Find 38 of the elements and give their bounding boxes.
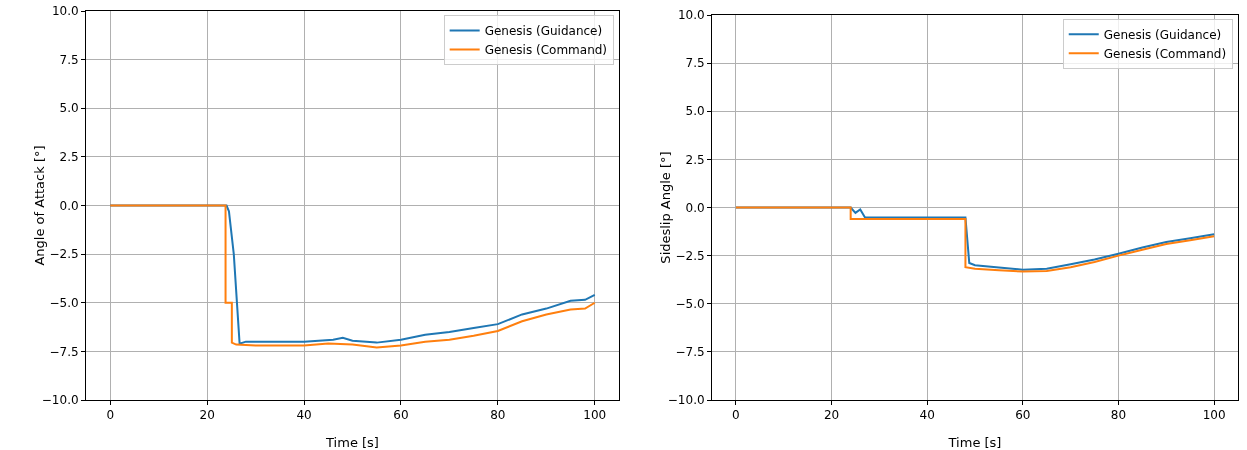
y-tick-label: 5.0 bbox=[59, 101, 79, 116]
y-tick-label: −5.0 bbox=[675, 296, 705, 311]
x-tick-label: 0 bbox=[106, 408, 115, 423]
legend-label: Genesis (Guidance) bbox=[484, 24, 603, 39]
y-axis-title: Sideslip Angle [°] bbox=[658, 151, 674, 264]
legend-label: Genesis (Command) bbox=[484, 43, 608, 58]
legend-label: Genesis (Command) bbox=[1103, 47, 1227, 62]
y-tick-label: 0.0 bbox=[59, 198, 79, 213]
x-tick-label: 20 bbox=[199, 408, 215, 423]
x-tick-label: 100 bbox=[1202, 408, 1226, 423]
x-tick-label: 60 bbox=[1015, 408, 1031, 423]
y-tick-label: −2.5 bbox=[49, 247, 79, 262]
y-tick-label: −7.5 bbox=[675, 345, 705, 360]
y-tick-label: 7.5 bbox=[685, 56, 705, 71]
y-tick-label: 7.5 bbox=[59, 52, 79, 67]
x-tick-label: 80 bbox=[490, 408, 506, 423]
y-tick-label: −5.0 bbox=[49, 295, 79, 310]
x-axis-title: Time [s] bbox=[325, 435, 379, 450]
x-tick-label: 40 bbox=[296, 408, 312, 423]
y-tick-label: −10.0 bbox=[667, 393, 705, 408]
x-tick-label: 0 bbox=[732, 408, 740, 423]
y-tick-label: −10.0 bbox=[41, 393, 79, 408]
x-tick-label: 80 bbox=[1110, 408, 1127, 423]
y-tick-label: −7.5 bbox=[49, 344, 79, 359]
x-axis-title: Time [s] bbox=[947, 435, 1002, 450]
y-tick-label: 0.0 bbox=[685, 200, 705, 215]
x-tick-label: 40 bbox=[919, 408, 935, 423]
y-tick-label: 5.0 bbox=[685, 104, 705, 119]
x-tick-label: 100 bbox=[583, 408, 607, 423]
y-tick-label: 2.5 bbox=[59, 150, 79, 165]
x-tick-label: 60 bbox=[393, 408, 409, 423]
y-tick-label: 2.5 bbox=[685, 152, 705, 167]
y-tick-label: −2.5 bbox=[675, 248, 705, 263]
x-tick-label: 20 bbox=[823, 408, 840, 423]
y-tick-label: 10.0 bbox=[51, 4, 79, 19]
y-axis-title: Angle of Attack [°] bbox=[32, 145, 48, 266]
y-tick-label: 10.0 bbox=[677, 8, 705, 23]
legend-label: Genesis (Guidance) bbox=[1103, 28, 1222, 43]
